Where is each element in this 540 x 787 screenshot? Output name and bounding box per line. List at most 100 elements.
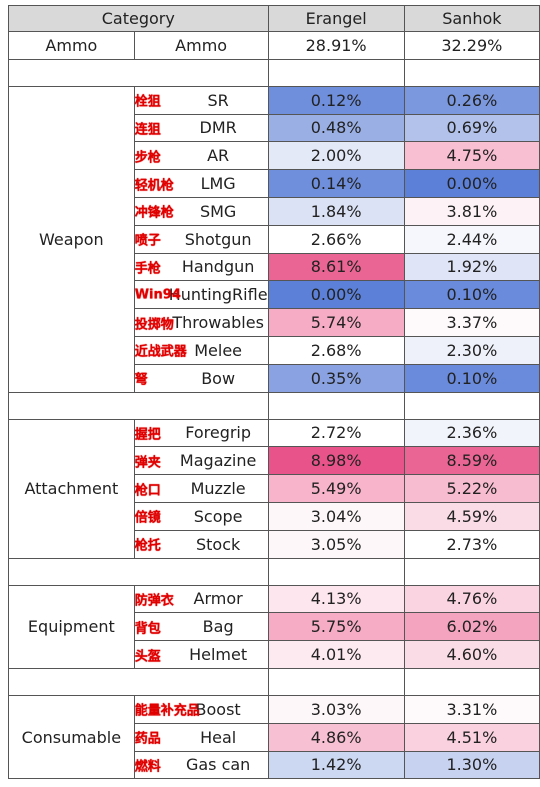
item-chinese-label: 栓狙 xyxy=(134,94,161,110)
table-row: 投掷物 Throwables 5.74% 3.37% xyxy=(9,308,540,337)
erangel-value: 2.68% xyxy=(267,335,405,365)
erangel-value: 4.86% xyxy=(267,722,405,752)
item-chinese-label: 防弹衣 xyxy=(134,593,174,609)
item-cell: 药品 Heal xyxy=(133,722,269,752)
erangel-value: 0.12% xyxy=(267,85,405,115)
sanhok-value: 2.73% xyxy=(403,529,540,559)
erangel-value: 0.14% xyxy=(267,169,405,198)
table-row: 药品 Heal 4.86% 4.51% xyxy=(9,722,540,752)
item-label: Scope xyxy=(193,506,243,526)
item-label: Throwables xyxy=(172,313,264,333)
spacer-cell xyxy=(267,58,405,87)
table-row: 枪托 Stock 3.05% 2.73% xyxy=(9,529,540,559)
sanhok-value: 4.76% xyxy=(403,584,540,614)
item-label: Bow xyxy=(201,368,236,388)
spacer-cell xyxy=(267,557,405,586)
header-row: Category Erangel Sanhok xyxy=(8,5,540,32)
item-cell: 轻机枪 LMG xyxy=(133,169,269,198)
item-cell: 握把 Foregrip xyxy=(133,418,269,448)
item-cell: Win94 HuntingRifle xyxy=(133,280,269,310)
header-sanhok: Sanhok xyxy=(403,5,540,32)
table-row: 倍镜 Scope 3.04% 4.59% xyxy=(9,501,540,531)
sanhok-value: 2.30% xyxy=(403,335,540,365)
sanhok-value: 3.81% xyxy=(403,196,540,226)
erangel-value: 4.13% xyxy=(267,584,405,614)
item-cell: 投掷物 Throwables xyxy=(133,308,269,337)
sanhok-value: 6.02% xyxy=(403,612,540,642)
item-cell: 冲锋枪 SMG xyxy=(133,196,269,226)
erangel-value: 3.03% xyxy=(267,694,405,724)
item-cell: 喷子 Shotgun xyxy=(133,224,269,254)
table-row: 轻机枪 LMG 0.14% 0.00% xyxy=(9,169,540,198)
item-cell: 头盔 Helmet xyxy=(133,640,269,669)
spacer-row xyxy=(8,667,540,696)
spacer-cell xyxy=(8,58,269,87)
item-cell: 手枪 Handgun xyxy=(133,252,269,282)
sanhok-value: 2.36% xyxy=(403,418,540,448)
item-chinese-label: 连狙 xyxy=(134,122,161,138)
item-chinese-label: 握把 xyxy=(134,427,161,443)
table-row: 步枪 AR 2.00% 4.75% xyxy=(9,141,540,171)
table-row: 燃料 Gas can 1.42% 1.30% xyxy=(9,750,540,780)
item-cell: 近战武器 Melee xyxy=(133,335,269,365)
sanhok-value: 4.59% xyxy=(403,501,540,531)
ammo-item-label: Ammo xyxy=(133,31,269,60)
item-chinese-label: 投掷物 xyxy=(134,317,174,333)
erangel-value: 0.48% xyxy=(267,113,405,143)
table-row: 手枪 Handgun 8.61% 1.92% xyxy=(9,252,540,282)
spacer-cell xyxy=(267,391,405,420)
erangel-value: 1.42% xyxy=(267,750,405,780)
spacer-cell xyxy=(8,557,269,586)
item-chinese-label: 弹夹 xyxy=(134,455,161,471)
item-label: Boost xyxy=(195,699,241,719)
spacer-row xyxy=(8,58,540,87)
spacer-cell xyxy=(403,667,540,696)
erangel-value: 1.84% xyxy=(267,196,405,226)
erangel-value: 5.74% xyxy=(267,308,405,337)
erangel-value: 0.35% xyxy=(267,363,405,393)
sanhok-value: 0.69% xyxy=(403,113,540,143)
item-chinese-label: 药品 xyxy=(134,731,161,747)
item-label: Gas can xyxy=(185,755,251,775)
ammo-sanhok-value: 32.29% xyxy=(403,31,540,60)
erangel-value: 8.98% xyxy=(267,446,405,476)
item-label: Muzzle xyxy=(190,479,246,499)
erangel-value: 5.49% xyxy=(267,474,405,503)
item-cell: 步枪 AR xyxy=(133,141,269,171)
item-chinese-label: 燃料 xyxy=(134,759,161,775)
group-label: Weapon xyxy=(8,85,135,393)
item-label: AR xyxy=(207,146,230,166)
item-chinese-label: 轻机枪 xyxy=(134,178,174,194)
spacer-cell xyxy=(403,391,540,420)
item-cell: 背包 Bag xyxy=(133,612,269,642)
item-cell: 弹夹 Magazine xyxy=(133,446,269,476)
item-chinese-label: 能量补充品 xyxy=(134,703,200,719)
table-row: Weapon 栓狙 SR 0.12% 0.26% xyxy=(8,85,540,393)
item-chinese-label: 倍镜 xyxy=(134,510,161,526)
table-row: 枪口 Muzzle 5.49% 5.22% xyxy=(9,474,540,503)
spacer-cell xyxy=(8,667,269,696)
table-row: 头盔 Helmet 4.01% 4.60% xyxy=(9,640,540,669)
sanhok-value: 2.44% xyxy=(403,224,540,254)
sanhok-value: 3.37% xyxy=(403,308,540,337)
item-cell: 倍镜 Scope xyxy=(133,501,269,531)
erangel-value: 2.00% xyxy=(267,141,405,171)
spacer-cell xyxy=(403,58,540,87)
erangel-value: 2.72% xyxy=(267,418,405,448)
ammo-group-label: Ammo xyxy=(8,31,135,60)
item-label: Shotgun xyxy=(184,229,252,249)
ammo-erangel-value: 28.91% xyxy=(267,31,405,60)
item-label: Heal xyxy=(200,727,237,747)
table-row: 连狙 DMR 0.48% 0.69% xyxy=(9,113,540,143)
ammo-row: Ammo Ammo 28.91% 32.29% xyxy=(8,31,540,60)
item-cell: 燃料 Gas can xyxy=(133,750,269,780)
spacer-row xyxy=(8,557,540,586)
item-label: Magazine xyxy=(179,451,257,471)
sanhok-value: 0.00% xyxy=(403,169,540,198)
table-row: Win94 HuntingRifle 0.00% 0.10% xyxy=(9,280,540,310)
item-chinese-label: 背包 xyxy=(134,621,161,637)
erangel-value: 5.75% xyxy=(267,612,405,642)
item-label: SR xyxy=(207,90,229,110)
sanhok-value: 4.51% xyxy=(403,722,540,752)
category-table: Category Erangel Sanhok Ammo Ammo 28.91%… xyxy=(8,5,540,780)
